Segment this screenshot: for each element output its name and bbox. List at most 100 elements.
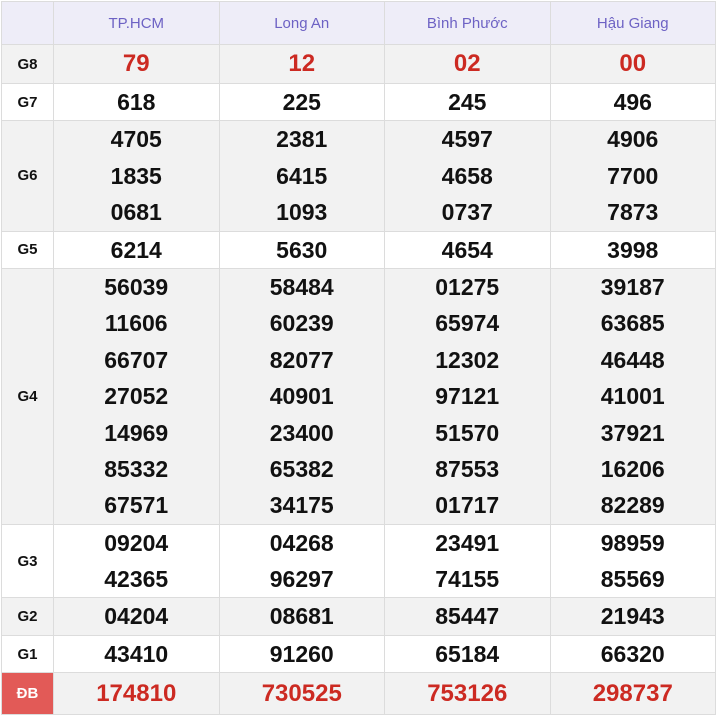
prize-label: G6 bbox=[1, 120, 54, 232]
prize-number: 97121 bbox=[435, 383, 500, 410]
prize-number: 298737 bbox=[592, 680, 673, 708]
prize-cell: 618 bbox=[53, 82, 220, 122]
prize-cell: 6214 bbox=[53, 230, 220, 269]
prize-cell: 91260 bbox=[218, 634, 385, 674]
header-row: TP.HCM Long An Bình Phước Hậu Giang bbox=[1, 1, 716, 45]
prize-number: 39187 bbox=[600, 273, 665, 300]
corner-cell bbox=[1, 1, 54, 45]
prize-number: 23491 bbox=[435, 529, 500, 556]
prize-number: 174810 bbox=[96, 680, 177, 708]
prize-number: 58484 bbox=[269, 273, 334, 300]
prize-number: 56039 bbox=[104, 273, 169, 300]
prize-cell: 12 bbox=[218, 44, 385, 84]
prize-number: 0737 bbox=[441, 199, 493, 226]
prize-number: 4597 bbox=[441, 126, 493, 153]
prize-cell: 04268 96297 bbox=[218, 523, 385, 599]
prize-number: 7873 bbox=[607, 199, 659, 226]
prize-number: 2381 bbox=[276, 126, 328, 153]
prize-number: 85569 bbox=[600, 566, 665, 593]
prize-number: 6214 bbox=[110, 236, 162, 263]
prize-cell: 4597 4658 0737 bbox=[384, 120, 551, 232]
prize-number: 66320 bbox=[600, 640, 665, 667]
prize-cell: 21943 bbox=[549, 597, 716, 636]
prize-cell: 4654 bbox=[384, 230, 551, 269]
prize-label: G5 bbox=[1, 230, 54, 269]
prize-label: G2 bbox=[1, 597, 54, 636]
prize-row-g3: G3 09204 42365 04268 96297 23491 74155 98959 855… bbox=[1, 523, 716, 599]
province-header[interactable]: Hậu Giang bbox=[549, 1, 716, 45]
prize-cell: 08681 bbox=[218, 597, 385, 636]
prize-number: 01717 bbox=[435, 492, 500, 519]
prize-number: 4906 bbox=[607, 126, 659, 153]
prize-cell: 3998 bbox=[549, 230, 716, 269]
prize-number: 753126 bbox=[427, 680, 508, 708]
prize-cell: 01275 65974 12302 97121 51570 87553 01717 bbox=[384, 267, 551, 525]
prize-cell: 5630 bbox=[218, 230, 385, 269]
prize-number: 618 bbox=[117, 89, 156, 115]
prize-number: 09204 bbox=[104, 529, 169, 556]
prize-number: 87553 bbox=[435, 455, 500, 482]
prize-row-đb: ĐB 174810 730525 753126 298737 bbox=[1, 672, 716, 716]
prize-number: 79 bbox=[122, 50, 150, 77]
prize-cell: 56039 11606 66707 27052 14969 85332 67571 bbox=[53, 267, 220, 525]
prize-number: 46448 bbox=[600, 346, 665, 373]
prize-label: ĐB bbox=[1, 672, 54, 716]
prize-row-g6: G6 4705 1835 0681 2381 6415 1093 4597 4658 0737 49… bbox=[1, 120, 716, 232]
prize-cell: 4705 1835 0681 bbox=[53, 120, 220, 232]
prize-cell: 02 bbox=[384, 44, 551, 84]
prize-cell: 298737 bbox=[549, 672, 716, 716]
prize-number: 63685 bbox=[600, 310, 665, 337]
prize-cell: 23491 74155 bbox=[384, 523, 551, 599]
prize-number: 496 bbox=[613, 89, 652, 115]
prize-number: 08681 bbox=[269, 603, 334, 630]
prize-cell: 04204 bbox=[53, 597, 220, 636]
prize-number: 21943 bbox=[600, 603, 665, 630]
prize-number: 5630 bbox=[276, 236, 328, 263]
prize-cell: 2381 6415 1093 bbox=[218, 120, 385, 232]
prize-number: 27052 bbox=[104, 383, 169, 410]
prize-row-g7: G7 618 225 245 496 bbox=[1, 82, 716, 122]
prize-label: G8 bbox=[1, 44, 54, 84]
prize-number: 66707 bbox=[104, 346, 169, 373]
prize-number: 98959 bbox=[600, 529, 665, 556]
prize-number: 1093 bbox=[276, 199, 328, 226]
prize-label: G3 bbox=[1, 523, 54, 599]
prize-cell: 65184 bbox=[384, 634, 551, 674]
prize-number: 23400 bbox=[269, 419, 334, 446]
prize-number: 4658 bbox=[441, 162, 493, 189]
prize-number: 42365 bbox=[104, 566, 169, 593]
prize-number: 225 bbox=[282, 89, 321, 115]
province-header[interactable]: Long An bbox=[218, 1, 385, 45]
prize-cell: 39187 63685 46448 41001 37921 16206 82289 bbox=[549, 267, 716, 525]
prize-cell: 245 bbox=[384, 82, 551, 122]
prize-number: 4654 bbox=[441, 236, 493, 263]
prize-cell: 496 bbox=[549, 82, 716, 122]
prize-number: 00 bbox=[619, 50, 647, 77]
prize-cell: 00 bbox=[549, 44, 716, 84]
prize-cell: 58484 60239 82077 40901 23400 65382 34175 bbox=[218, 267, 385, 525]
prize-number: 7700 bbox=[607, 162, 659, 189]
prize-number: 65974 bbox=[435, 310, 500, 337]
prize-number: 730525 bbox=[261, 680, 342, 708]
prize-cell: 79 bbox=[53, 44, 220, 84]
prize-number: 245 bbox=[448, 89, 487, 115]
province-header[interactable]: Bình Phước bbox=[384, 1, 551, 45]
prize-number: 85332 bbox=[104, 455, 169, 482]
prize-cell: 98959 85569 bbox=[549, 523, 716, 599]
prize-cell: 85447 bbox=[384, 597, 551, 636]
prize-number: 43410 bbox=[104, 640, 169, 667]
prize-number: 37921 bbox=[600, 419, 665, 446]
prize-number: 65382 bbox=[269, 455, 334, 482]
prize-number: 01275 bbox=[435, 273, 500, 300]
prize-row-g1: G1 43410 91260 65184 66320 bbox=[1, 634, 716, 674]
prize-number: 67571 bbox=[104, 492, 169, 519]
prize-cell: 753126 bbox=[384, 672, 551, 716]
prize-number: 74155 bbox=[435, 566, 500, 593]
prize-row-g8: G8 79 12 02 00 bbox=[1, 44, 716, 84]
prize-number: 85447 bbox=[435, 603, 500, 630]
prize-row-g4: G4 56039 11606 66707 27052 14969 85332 67571 584… bbox=[1, 267, 716, 525]
prize-label: G1 bbox=[1, 634, 54, 674]
province-header[interactable]: TP.HCM bbox=[53, 1, 220, 45]
prize-number: 65184 bbox=[435, 640, 500, 667]
